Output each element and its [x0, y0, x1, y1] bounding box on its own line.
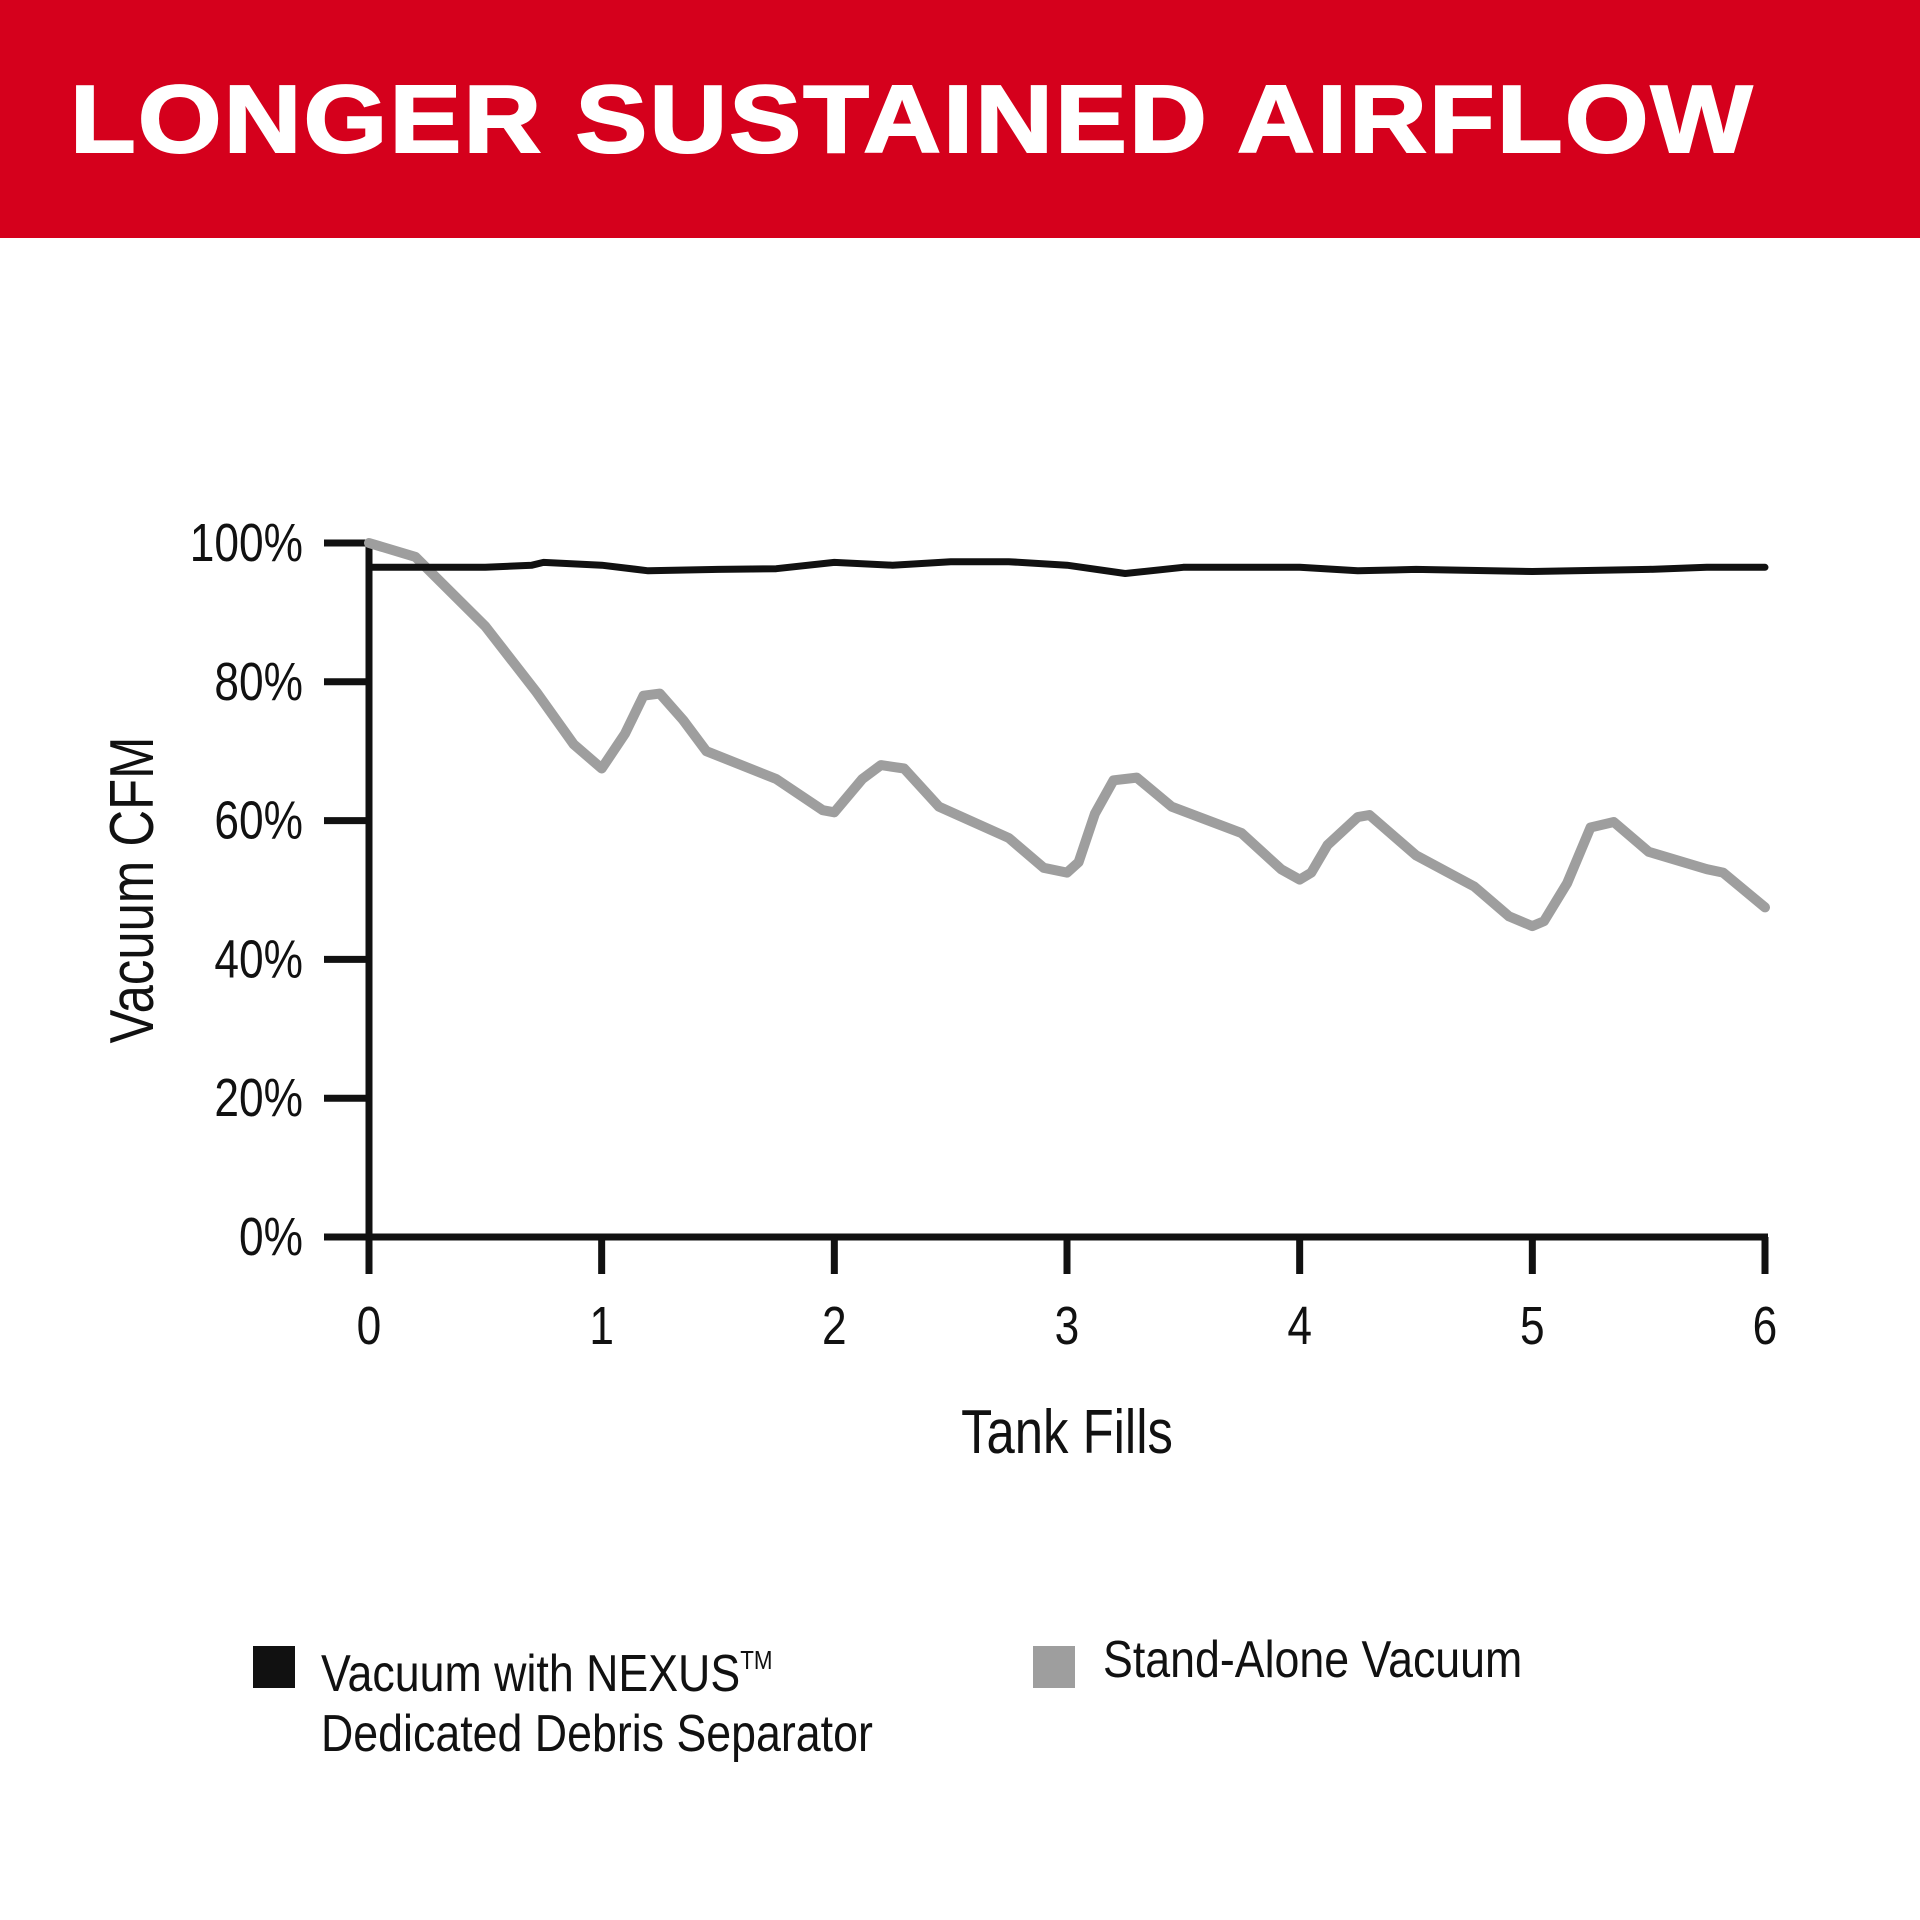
page-title: LONGER SUSTAINED AIRFLOW	[69, 66, 1755, 173]
x-tick-label: 6	[1753, 1296, 1778, 1356]
x-tick-label: 2	[822, 1296, 847, 1356]
x-tick-label: 4	[1287, 1296, 1312, 1356]
x-tick-label: 5	[1520, 1296, 1545, 1356]
legend-label-nexus-line2: Dedicated Debris Separator	[321, 1705, 873, 1763]
trademark-symbol: TM	[740, 1645, 773, 1675]
series-line-standalone	[364, 538, 1770, 932]
legend-swatch-nexus	[253, 1646, 295, 1688]
series-line-nexus	[365, 558, 1769, 577]
x-tick-label: 0	[357, 1296, 382, 1356]
y-tick-label: 20%	[214, 1068, 303, 1128]
y-tick-label: 40%	[214, 929, 303, 989]
y-axis-label: Vacuum CFM	[98, 737, 167, 1044]
legend-label-standalone: Stand-Alone Vacuum	[1103, 1630, 1522, 1690]
legend-swatch-standalone	[1033, 1646, 1075, 1688]
x-tick-label: 1	[589, 1296, 614, 1356]
line-chart: 0% 20% 40% 60% 80% 100% 0 1 2 3 4 5 6 Tank Fills Vacuu…	[98, 513, 1778, 1467]
x-tick-label: 3	[1055, 1296, 1080, 1356]
header-banner: LONGER SUSTAINED AIRFLOW	[0, 0, 1920, 238]
legend-label-nexus-line1: Vacuum with NEXUS	[321, 1645, 741, 1703]
y-tick-label: 60%	[214, 790, 303, 850]
legend-label-nexus: Vacuum with NEXUSTM Dedicated Debris Sep…	[321, 1630, 873, 1764]
y-tick-label: 100%	[190, 513, 303, 573]
y-tick-label: 0%	[239, 1207, 303, 1267]
y-tick-label: 80%	[214, 652, 303, 712]
legend-label-standalone-line1: Stand-Alone Vacuum	[1103, 1631, 1523, 1689]
legend: Vacuum with NEXUSTM Dedicated Debris Sep…	[0, 1630, 1920, 1810]
x-axis-label: Tank Fills	[961, 1398, 1173, 1467]
